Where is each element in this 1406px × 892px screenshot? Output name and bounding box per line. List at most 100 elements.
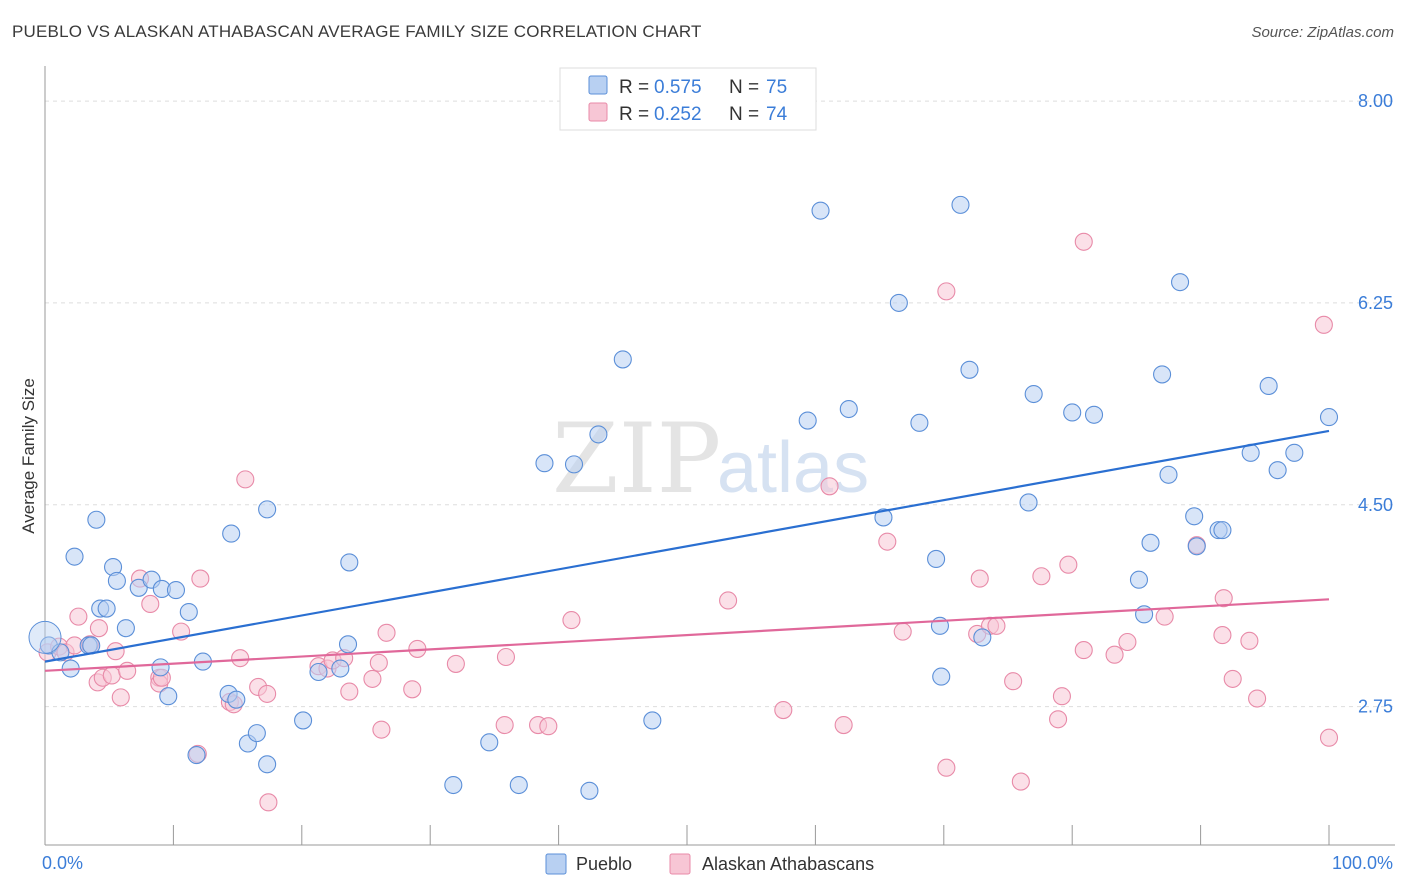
- y-tick-label: 2.75: [1358, 697, 1393, 717]
- athabascan-point: [970, 569, 989, 588]
- pueblo-point: [509, 775, 528, 795]
- watermark-atlas: atlas: [717, 428, 869, 508]
- athabascan-point: [446, 654, 465, 673]
- pueblo-point: [1285, 443, 1304, 462]
- legend-label-pueblo[interactable]: Pueblo: [576, 854, 632, 874]
- legend-label-athabascan[interactable]: Alaskan Athabascans: [702, 854, 874, 874]
- pueblo-point: [1187, 537, 1206, 556]
- stats-n-value-pueblo: 75: [766, 77, 787, 98]
- athabascan-point: [369, 653, 388, 672]
- athabascan-point: [1011, 772, 1030, 791]
- athabascan-point: [774, 701, 793, 720]
- athabascan-point: [377, 623, 396, 642]
- pueblo-point: [340, 553, 359, 572]
- athabascan-point: [258, 684, 277, 703]
- pueblo-points: [28, 195, 1339, 800]
- pueblo-point: [1063, 403, 1082, 422]
- athabascan-point: [495, 715, 514, 735]
- chart-source: Source: ZipAtlas.com: [1251, 24, 1394, 41]
- athabascan-point: [1248, 689, 1267, 708]
- pueblo-point: [444, 775, 463, 795]
- pueblo-point: [535, 454, 554, 473]
- pueblo-point: [258, 755, 277, 774]
- axes: [44, 66, 1395, 846]
- pueblo-point: [107, 571, 126, 590]
- stats-n-label-athabascan: N =: [729, 104, 759, 125]
- athabascan-point: [1155, 607, 1174, 626]
- athabascan-point: [878, 532, 897, 551]
- pueblo-point: [973, 628, 992, 647]
- athabascan-point: [1004, 672, 1023, 691]
- athabascan-point: [259, 793, 278, 812]
- pueblo-point: [951, 195, 970, 214]
- athabascan-point: [1118, 632, 1137, 652]
- legend: Pueblo Alaskan Athabascans: [545, 853, 874, 875]
- athabascan-point: [820, 477, 839, 496]
- athabascan-points: [38, 232, 1339, 812]
- athabascan-point: [1240, 631, 1259, 650]
- pueblo-point: [65, 547, 84, 566]
- legend-swatch-pueblo[interactable]: [545, 853, 567, 875]
- pueblo-point: [116, 619, 135, 638]
- stats-swatch-athabascan: [588, 102, 608, 122]
- trend-lines: [44, 429, 1330, 672]
- pueblo-point: [1259, 376, 1278, 396]
- athabascan-point: [102, 666, 121, 685]
- pueblo-point: [87, 510, 106, 529]
- y-tick-label: 8.00: [1358, 91, 1393, 111]
- athabascan-point: [111, 688, 130, 707]
- stats-n-value-athabascan: 74: [766, 104, 788, 125]
- pueblo-point: [480, 733, 499, 752]
- pueblo-point: [1213, 521, 1232, 540]
- athabascan-point: [363, 669, 382, 688]
- athabascan-point: [1059, 555, 1078, 574]
- legend-swatch-athabascan[interactable]: [669, 853, 691, 875]
- athabascan-point: [1052, 687, 1071, 706]
- athabascan-point: [893, 622, 912, 641]
- pueblo-point: [187, 745, 206, 765]
- pueblo-point: [1153, 365, 1172, 384]
- pueblo-point: [227, 690, 246, 709]
- pueblo-point: [798, 411, 817, 430]
- athabascan-point: [562, 611, 581, 630]
- athabascan-point: [1314, 315, 1333, 334]
- pueblo-point: [51, 643, 70, 662]
- x-tick-label-max: 100.0%: [1332, 853, 1393, 873]
- pueblo-point: [309, 662, 328, 682]
- pueblo-point: [564, 455, 584, 474]
- athabascan-point: [141, 594, 160, 613]
- pueblo-point: [1171, 273, 1190, 292]
- athabascan-point: [69, 607, 88, 626]
- athabascan-point: [231, 649, 250, 668]
- athabascan-point: [106, 642, 125, 661]
- pueblo-point: [874, 508, 893, 527]
- stats-r-value-pueblo: 0.575: [654, 77, 702, 98]
- pueblo-trend-line: [44, 429, 1330, 663]
- pueblo-point: [331, 659, 350, 678]
- pueblo-point: [910, 413, 929, 432]
- pueblo-point: [1024, 384, 1043, 404]
- athabascan-trend-line: [44, 598, 1330, 672]
- pueblo-point: [179, 602, 198, 622]
- pueblo-point: [927, 549, 946, 569]
- pueblo-point: [1319, 408, 1339, 427]
- pueblo-point: [839, 399, 858, 419]
- pueblo-point: [1019, 493, 1038, 512]
- pueblo-point: [222, 524, 241, 543]
- athabascan-point: [340, 682, 359, 701]
- stats-r-label-pueblo: R =: [619, 77, 649, 98]
- pueblo-point: [932, 667, 951, 686]
- athabascan-point: [1049, 710, 1068, 729]
- athabascan-point: [987, 616, 1006, 635]
- pueblo-point: [151, 658, 170, 677]
- x-tick-label-min: 0.0%: [42, 853, 83, 873]
- pueblo-point: [1084, 405, 1104, 424]
- athabascan-point: [403, 680, 422, 699]
- tick-labels: 2.75 4.50 6.25 8.00 0.0% 100.0%: [42, 91, 1393, 873]
- athabascan-point: [719, 591, 738, 610]
- pueblo-point: [613, 350, 632, 369]
- stats-r-value-athabascan: 0.252: [654, 104, 702, 125]
- pueblo-point: [294, 711, 313, 730]
- athabascan-point: [937, 758, 956, 777]
